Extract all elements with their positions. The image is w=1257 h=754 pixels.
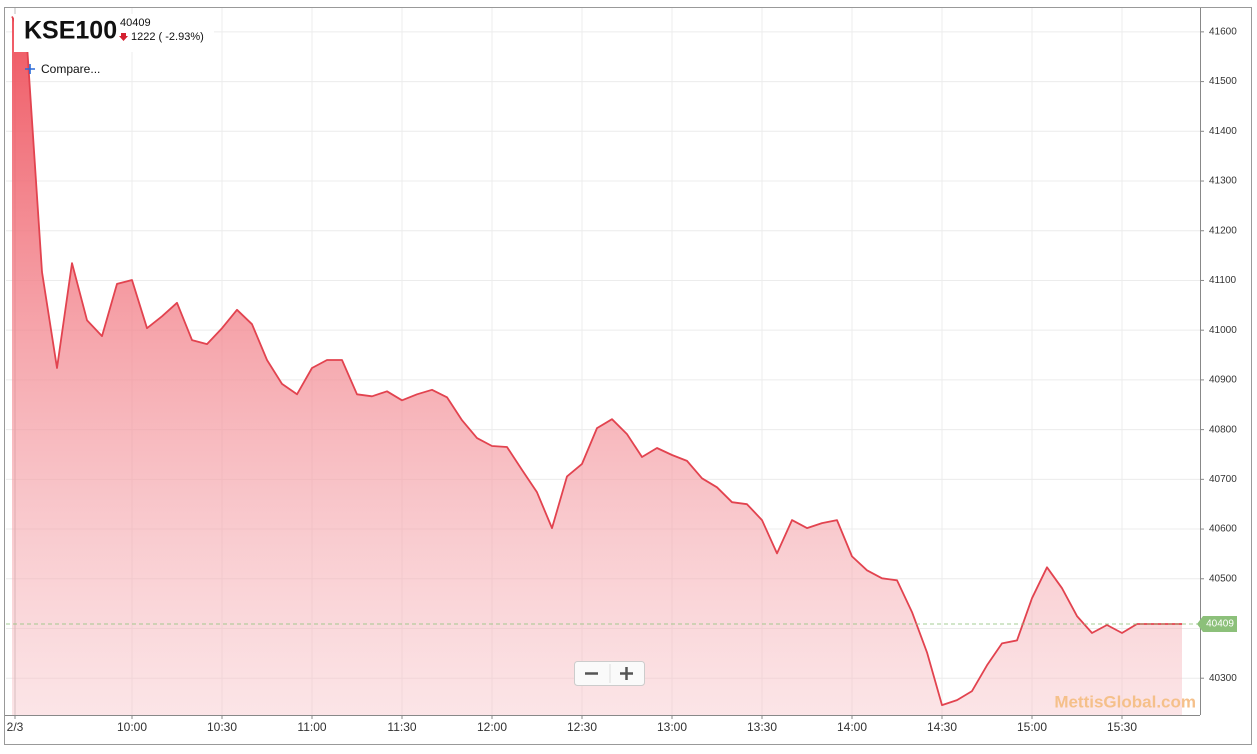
x-tick-label: 14:00: [837, 720, 867, 734]
y-tick-label: 41400: [1209, 126, 1237, 137]
watermark: MettisGlobal.com: [1054, 692, 1196, 711]
x-tick-label: 14:30: [927, 720, 957, 734]
y-tick-label: 41100: [1209, 275, 1237, 286]
x-tick-label: 12:30: [567, 720, 597, 734]
y-tick-label: 41500: [1209, 76, 1237, 87]
last-value-badge: [1197, 616, 1237, 633]
change: 1222 ( -2.93%): [131, 31, 204, 43]
area-fill: [12, 16, 1182, 715]
grid: [6, 8, 1200, 715]
x-tick-label: 10:00: [117, 720, 147, 734]
y-tick-label: 41200: [1209, 225, 1237, 236]
y-tick-label: 40300: [1209, 673, 1237, 684]
x-tick-label: 15:30: [1107, 720, 1137, 734]
symbol: KSE100: [24, 17, 117, 45]
y-tick-label: 41300: [1209, 176, 1237, 187]
plot: [11, 16, 1182, 715]
compare-button[interactable]: Compare...: [41, 62, 100, 76]
x-tick-label: 13:30: [747, 720, 777, 734]
x-tick-label: 15:00: [1017, 720, 1047, 734]
last-value: 40409: [120, 17, 151, 29]
y-tick-label: 41600: [1209, 27, 1237, 38]
x-tick-label: 2/3: [7, 720, 24, 734]
frame: [4, 7, 1252, 745]
zoom-controls: [574, 661, 645, 686]
y-tick-label: 41000: [1209, 325, 1237, 336]
x-tick-label: 12:00: [477, 720, 507, 734]
compare-icon[interactable]: [25, 64, 35, 74]
y-tick-label: 40600: [1209, 524, 1237, 535]
down-arrow: [119, 33, 128, 41]
x-tick-label: 11:00: [297, 720, 326, 734]
header-bg: [14, 14, 214, 52]
y-tick-label: 40900: [1209, 375, 1237, 386]
x-tick-label: 11:30: [387, 720, 416, 734]
x-tick-label: 10:30: [207, 720, 237, 734]
x-tick-label: 13:00: [657, 720, 687, 734]
last-value-label: 40409: [1206, 619, 1234, 630]
y-tick-label: 40500: [1209, 573, 1237, 584]
zoom-in[interactable]: [620, 667, 633, 680]
y-tick-label: 40800: [1209, 424, 1237, 435]
y-tick-label: 40700: [1209, 474, 1237, 485]
price-line: [11, 16, 1182, 706]
